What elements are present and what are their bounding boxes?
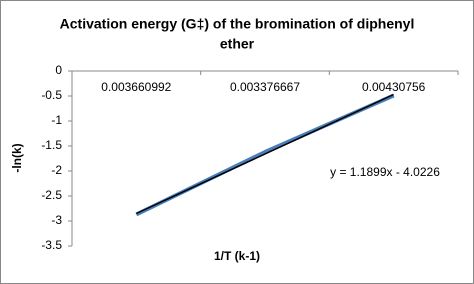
x-tick-label: 0.003376667 [230,80,300,94]
y-tick-label: -0.5 [41,88,62,102]
y-tick-label: 0 [55,63,62,77]
chart-title-line-1: Activation energy (G‡) of the brominatio… [60,16,415,32]
chart-title-line-2: ether [220,36,255,52]
y-axis-title: -ln(k) [10,143,24,172]
x-axis-title: 1/T (k-1) [214,249,260,263]
trendline [136,93,394,215]
y-tick-label: -3 [51,213,62,227]
y-tick-label: -1.5 [41,138,62,152]
y-tick-label: -1 [51,113,62,127]
x-tick-label: 0.003660992 [101,80,171,94]
trendline-equation: y = 1.1899x - 4.0226 [330,165,440,179]
y-tick-label: -3.5 [41,238,62,252]
y-tick-label: -2 [51,163,62,177]
x-tick-label: 0.00430756 [362,80,426,94]
y-tick-label: -2.5 [41,188,62,202]
